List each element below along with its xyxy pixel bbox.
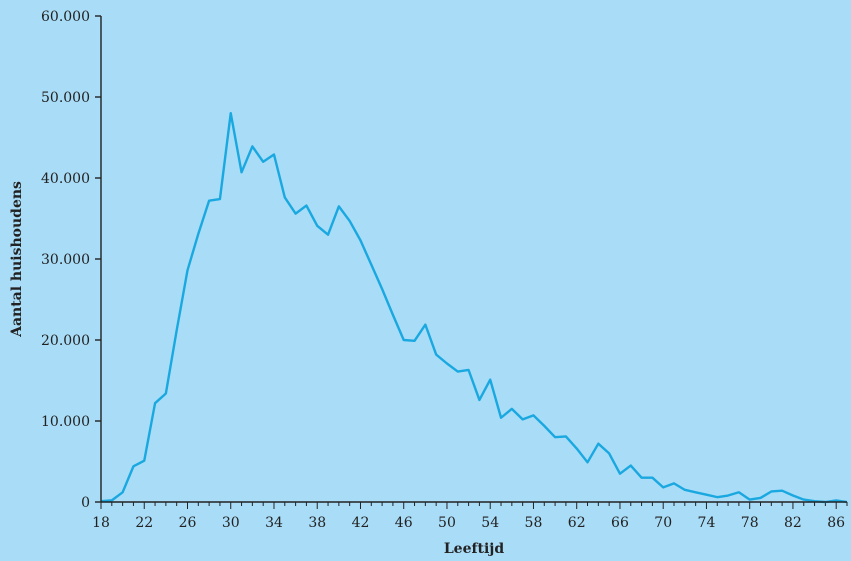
x-tick-label: 58: [525, 515, 543, 531]
y-tick-label: 60.000: [41, 9, 90, 25]
x-tick-label: 54: [481, 515, 499, 531]
x-tick-label: 78: [741, 515, 759, 531]
x-tick-label: 70: [654, 515, 672, 531]
x-tick-label: 34: [265, 515, 283, 531]
x-axis-title: Leeftijd: [444, 541, 505, 557]
y-tick-label: 10.000: [41, 414, 90, 430]
y-tick-label: 50.000: [41, 90, 90, 106]
y-axis-title: Aantal huishoudens: [9, 181, 25, 338]
y-tick-label: 30.000: [41, 252, 90, 268]
x-tick-label: 66: [611, 515, 629, 531]
x-tick-label: 74: [698, 515, 716, 531]
x-tick-label: 46: [395, 515, 413, 531]
x-tick-label: 62: [568, 515, 586, 531]
series-line: [100, 112, 848, 504]
x-tick-label: 42: [352, 515, 370, 531]
x-tick-label: 82: [784, 515, 802, 531]
x-axis-ticks: 18 22 26 30 34 38 42 46 50 54 58 62 66 70 74 78 82 86: [92, 502, 848, 531]
y-tick-label: 40.000: [41, 171, 90, 187]
x-tick-label: 38: [308, 515, 326, 531]
y-tick-label: 20.000: [41, 333, 90, 349]
y-axis-ticks: 0 10.000 20.000 30.000 40.000 50.000 60.000: [41, 9, 101, 511]
x-tick-label: 50: [438, 515, 456, 531]
x-tick-label: 22: [135, 515, 153, 531]
x-tick-label: 30: [222, 515, 240, 531]
x-tick-label: 18: [92, 515, 110, 531]
y-tick-label: 0: [81, 495, 90, 511]
x-tick-label: 86: [827, 515, 845, 531]
x-tick-label: 26: [179, 515, 197, 531]
